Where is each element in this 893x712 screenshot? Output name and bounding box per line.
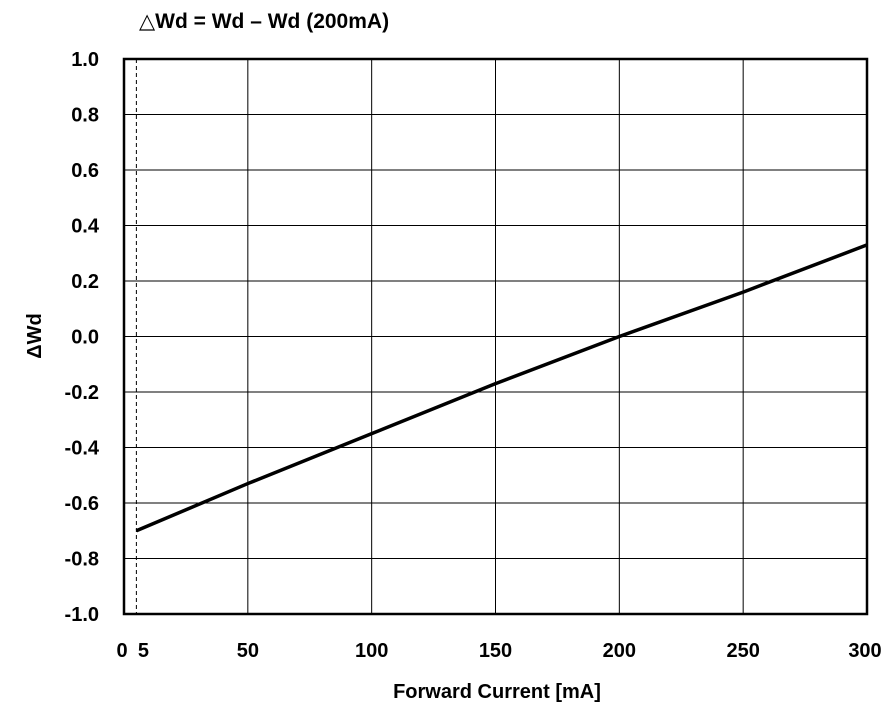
y-tick-label: 1.0 [71,49,99,71]
series-line [135,243,868,533]
x-tick-label: 0 [116,640,127,662]
series-group [135,243,868,533]
grid [124,59,867,614]
plot-frame [122,57,869,616]
y-tick-label: -1.0 [65,604,99,626]
y-tick-label: 0.6 [71,160,99,182]
y-tick-labels: -1.0 -0.8 -0.6 -0.4 -0.2 0.0 0.2 0.4 0.6 0.8 1.0 [65,49,100,626]
x-tick-label: 200 [603,640,636,662]
x-tick-labels: 0 5 50 100 150 200 250 300 [116,640,881,662]
x-tick-label: 50 [237,640,259,662]
y-tick-label: -0.4 [65,438,100,460]
y-tick-label: -0.2 [65,382,99,404]
x-axis-label: Forward Current [mA] [393,681,601,703]
x-tick-label: 100 [355,640,388,662]
y-tick-label: 0.2 [71,271,99,293]
y-tick-label: 0.4 [71,216,100,238]
y-tick-label: -0.8 [65,549,99,571]
x-tick-label: 250 [726,640,759,662]
y-tick-label: 0.0 [71,327,99,349]
x-tick-label: 150 [479,640,512,662]
x-tick-label: 5 [138,640,149,662]
y-axis-label: ΔWd [24,313,46,358]
chart-title: △Wd = Wd – Wd (200mA) [139,10,389,33]
y-tick-label: -0.6 [65,493,99,515]
x-tick-label: 300 [848,640,881,662]
y-tick-label: 0.8 [71,105,99,127]
